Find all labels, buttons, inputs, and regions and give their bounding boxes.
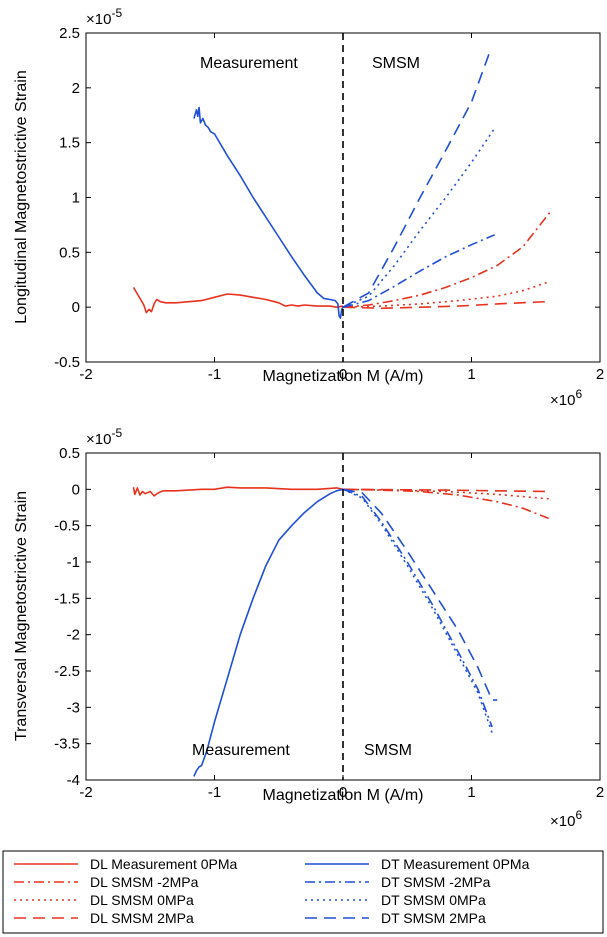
x-tick-label: -1 [208, 366, 221, 383]
x-tick-label: 1 [467, 784, 475, 801]
legend-label: DL SMSM 0MPa [90, 892, 194, 908]
series-longitudinal [132, 51, 552, 319]
x-axis-label: Magnetization M (A/m) [263, 787, 424, 804]
annotation-measurement: Measurement [200, 55, 298, 72]
legend-label: DL SMSM 2MPa [90, 910, 194, 926]
series-line-dt-smsm-0mpa [342, 488, 493, 734]
legend-box [2, 850, 604, 934]
legend: DL Measurement 0PMa DT Measurement 0PMa DL… [2, 850, 604, 934]
y-tick-label: -2 [67, 627, 80, 644]
y-tick-label: 0.5 [59, 445, 80, 462]
series-transversal [132, 486, 549, 777]
series-line-dt-measurement-0pma [193, 488, 344, 777]
legend-label: DT SMSM -2MPa [381, 874, 491, 890]
y-axis-label: Transversal Magnetostrictive Strain [13, 491, 30, 741]
y-tick-label: -4 [67, 772, 80, 789]
ticks-longitudinal: -2 -1 0 1 2 -0.5 0 0.5 1 1.5 2 2.5 [54, 25, 604, 383]
y-tick-label: -3 [67, 699, 80, 716]
x-tick-label: 2 [596, 784, 604, 801]
legend-label: DT SMSM 2MPa [381, 910, 486, 926]
series-line-dt-smsm-2mpa [342, 234, 495, 308]
y-exponent-label: ×10-5 [86, 6, 122, 28]
y-tick-label: 2.5 [59, 25, 80, 42]
x-tick-label: 0 [339, 366, 347, 383]
ticks-transversal: -2 -1 0 1 2 -4 -3.5 -3 -2.5 -2 -1.5 -1 -0.5 0 0.5 [54, 445, 604, 801]
series-line-dl-measurement-0pma [132, 486, 344, 497]
y-exponent-label: ×10-5 [86, 426, 122, 448]
series-line-dl-smsm-0mpa [342, 281, 549, 308]
x-tick-label: -2 [79, 366, 92, 383]
x-exponent-label: ×106 [550, 387, 582, 409]
y-tick-label: -1.5 [54, 590, 80, 607]
series-line-dl-measurement-0pma [132, 286, 344, 314]
longitudinal-strain-chart: -2 -1 0 1 2 -0.5 0 0.5 1 1.5 2 2.5 Measurement SMSM… [13, 6, 604, 409]
series-line-dt-smsm-2mpa [342, 488, 498, 701]
y-tick-label: 1 [72, 190, 80, 207]
legend-label: DT SMSM 0MPa [381, 892, 486, 908]
legend-label: DT Measurement 0PMa [381, 856, 530, 872]
series-line-dt-smsm-2mpa [342, 488, 493, 728]
annotation-smsm: SMSM [364, 742, 412, 759]
y-tick-label: 2 [72, 80, 80, 97]
series-line-dl-smsm-0mpa [342, 488, 549, 500]
annotation-smsm: SMSM [372, 55, 420, 72]
series-line-dl-smsm-2mpa [342, 210, 552, 308]
series-line-dl-smsm-2mpa [342, 300, 547, 310]
y-tick-label: 0 [72, 299, 80, 316]
x-tick-label: 1 [467, 366, 475, 383]
transversal-strain-chart: -2 -1 0 1 2 -4 -3.5 -3 -2.5 -2 -1.5 -1 -0.5 0 0.5 Meas… [13, 426, 604, 830]
y-tick-label: -0.5 [54, 354, 80, 371]
legend-label: DL SMSM -2MPa [90, 874, 199, 890]
series-line-dl-smsm-2mpa [342, 488, 549, 493]
y-tick-label: 1.5 [59, 135, 80, 152]
annotation-measurement: Measurement [192, 742, 290, 759]
x-tick-label: 2 [596, 366, 604, 383]
legend-label: DL Measurement 0PMa [90, 856, 238, 872]
x-axis-label: Magnetization M (A/m) [263, 368, 424, 385]
series-line-dt-measurement-0pma [193, 106, 344, 319]
series-line-dl-smsm-2mpa [342, 488, 549, 520]
y-tick-label: -3.5 [54, 736, 80, 753]
x-tick-label: 0 [339, 784, 347, 801]
x-tick-label: -1 [208, 784, 221, 801]
y-tick-label: 0.5 [59, 244, 80, 261]
y-tick-label: 0 [72, 481, 80, 498]
x-exponent-label: ×106 [550, 808, 582, 830]
x-tick-label: -2 [79, 784, 92, 801]
y-axis-label: Longitudinal Magnetostrictive Strain [13, 70, 30, 323]
series-line-dt-smsm-2mpa [342, 51, 495, 308]
y-tick-label: -1 [67, 554, 80, 571]
y-tick-label: -2.5 [54, 663, 80, 680]
y-tick-label: -0.5 [54, 518, 80, 535]
